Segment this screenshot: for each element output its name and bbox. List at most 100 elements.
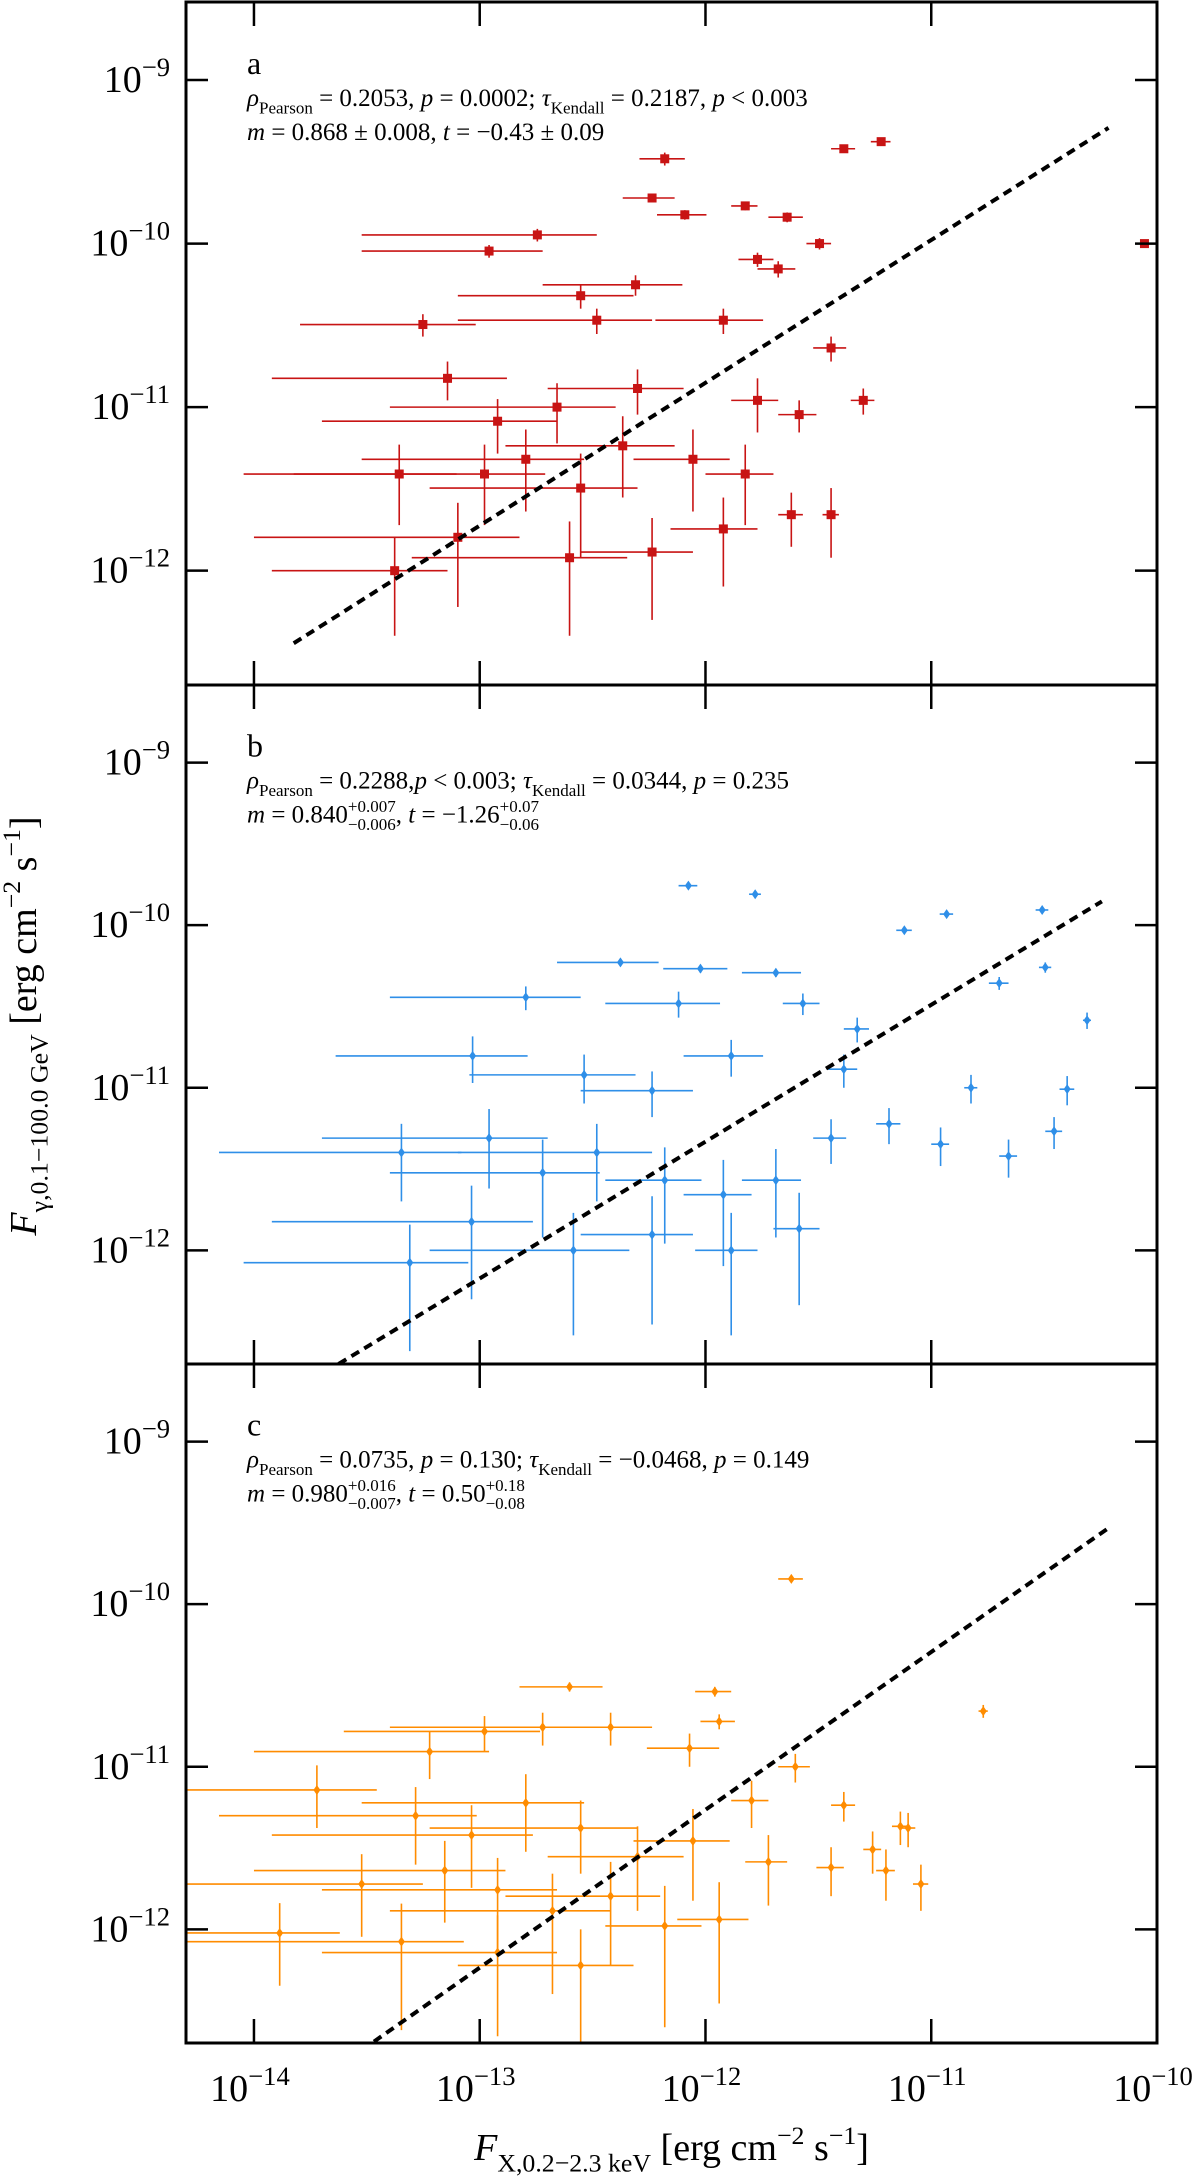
point [853,1023,861,1034]
point [481,1726,489,1737]
point [740,469,750,479]
text-segment: p [419,1447,434,1474]
point [727,1245,735,1256]
y-tick-label: 10−9 [104,735,170,784]
point [607,1891,615,1902]
point [688,454,698,464]
fit-line [292,126,1110,645]
point [358,1879,366,1890]
point [548,1905,556,1916]
text-segment: ρ [246,85,259,112]
point [480,469,490,479]
y-tick-label: 10−12 [90,1222,170,1271]
point [576,291,586,301]
text-segment: p [419,85,434,112]
point [748,1795,756,1806]
text-segment: p [710,85,725,112]
point [647,547,657,557]
y-tick-label: 10−12 [90,1901,170,1950]
text-segment: ] [3,816,45,829]
text-segment: −1 [0,829,26,856]
point [469,1050,477,1061]
point [1041,962,1049,973]
text-segment: Kendall [551,99,605,118]
text-segment: −1 [829,2121,856,2150]
x-axis-label: FX,0.2−2.3 keV [erg cm−2 s−1] [473,2121,869,2176]
point [786,510,796,520]
text-segment: Kendall [532,781,586,800]
point [675,998,683,1009]
point [686,1743,694,1754]
point [684,880,692,891]
y-tick-label: 10−11 [91,1739,170,1788]
point [485,1133,493,1144]
text-segment: [erg cm [651,2127,777,2169]
point [979,1706,987,1717]
point [885,1118,893,1129]
point [753,254,763,264]
point [795,1223,803,1234]
point [661,1920,669,1931]
text-segment: = −1.26 [415,802,499,829]
text-segment: −2 [777,2121,804,2150]
x-tick-label: 10−13 [436,2061,516,2110]
point [484,246,494,256]
stats-line: m = 0.980+0.016 −0.007, t = 0.50+0.18 −0.0… [247,1476,525,1513]
point [397,1147,405,1158]
point [418,320,428,330]
point [593,1147,601,1158]
point [937,1139,945,1150]
point [532,230,542,240]
text-segment: Pearson [259,1460,313,1479]
point [815,239,825,249]
text-segment: +0.18 [486,1476,525,1495]
text-segment: +0.007 [348,797,396,816]
text-segment: +0.016 [348,1476,396,1495]
text-segment: Kendall [538,1460,592,1479]
point [390,566,400,576]
point [696,963,704,974]
point [840,1800,848,1811]
text-segment: p [712,1447,727,1474]
point [689,1835,697,1846]
text-segment: Pearson [259,99,313,118]
point [633,383,643,393]
text-segment: s [3,857,45,881]
text-segment: = 0.0002; [433,85,542,112]
text-segment: −0.08 [486,1494,525,1513]
point [904,1823,912,1834]
point [577,1823,585,1834]
text-segment: t [408,802,416,829]
point [397,1936,405,1947]
points [218,880,1091,1352]
panel-label: c [247,1407,261,1443]
point [494,1884,502,1895]
text-segment: = −0.0468, [592,1447,714,1474]
text-segment: F [473,2127,498,2169]
point [787,1573,795,1584]
x-tick-label: 10−11 [888,2061,967,2110]
point [751,889,759,900]
point [1063,1084,1071,1095]
text-segment: = 0.149 [726,1447,809,1474]
point [565,553,575,563]
point [827,1862,835,1873]
text-segment: = 0.2288, [313,768,415,795]
text-segment: τ [542,85,552,112]
text-segment: = 0.130; [433,1447,529,1474]
text-segment: X,0.2−2.3 keV [497,2148,651,2176]
point [580,1069,588,1080]
point [552,402,562,412]
text-segment: s [804,2127,828,2169]
text-segment: [erg cm [3,908,45,1034]
point [1050,1126,1058,1137]
text-segment: p [412,768,427,795]
point [493,416,503,426]
text-segment: −0.007 [348,1494,396,1513]
point [876,137,886,147]
y-tick-label: 10−9 [104,52,170,101]
point [566,1681,574,1692]
point [772,967,780,978]
text-segment: = 0.235 [706,768,789,795]
x-tick-label: 10−12 [662,2061,742,2110]
